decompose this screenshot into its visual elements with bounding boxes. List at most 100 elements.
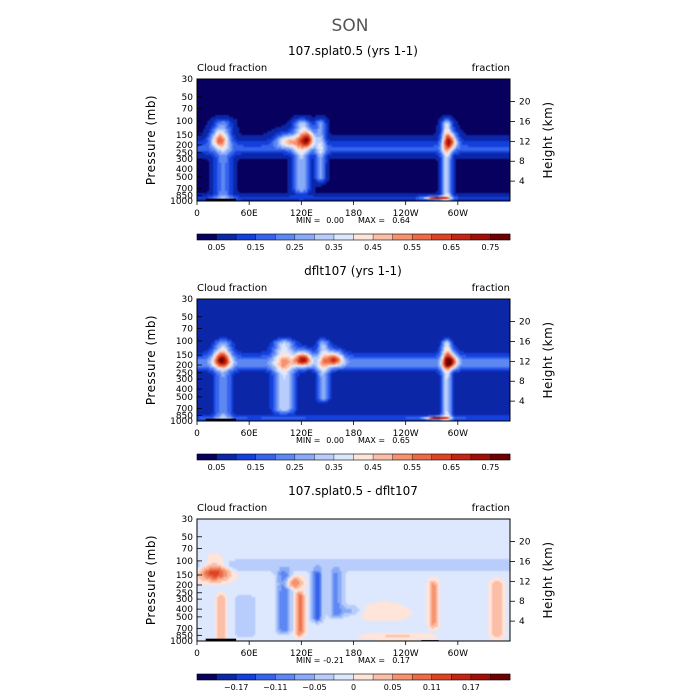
- y-tick-label: 1000: [170, 637, 193, 647]
- colorbar-label: 0.55: [403, 463, 421, 472]
- colorbar-label: 0.05: [384, 683, 402, 692]
- colorbar-segment: [451, 454, 472, 460]
- x-tick-label: 60E: [241, 209, 258, 219]
- colorbar-segment: [197, 674, 217, 680]
- x-tick-label: 60W: [448, 429, 468, 439]
- y-tick-label: 300: [176, 595, 193, 605]
- max-label: MAX =: [358, 216, 385, 225]
- height-tick-label: 8: [519, 377, 525, 387]
- min-value: 0.00: [326, 436, 344, 445]
- height-tick-label: 16: [519, 557, 531, 567]
- colorbar-label: 0.25: [286, 463, 304, 472]
- y-tick-label: 1000: [170, 417, 193, 427]
- y-tick-label: 300: [176, 155, 193, 165]
- colorbar-segment: [216, 674, 237, 680]
- colorbar-segment: [294, 454, 315, 460]
- x-tick-label: 120E: [290, 649, 313, 659]
- heatmap-field: [197, 79, 510, 201]
- colorbar-segment: [392, 234, 413, 240]
- right-corner-label: fraction: [472, 503, 510, 514]
- max-value: 0.64: [392, 216, 410, 225]
- y-tick-label: 850: [176, 191, 193, 201]
- y-tick-label: 50: [182, 93, 194, 103]
- y-tick-label: 70: [182, 544, 194, 554]
- figure-title: SON: [332, 16, 369, 36]
- right-axis-label: Height (km): [541, 322, 555, 399]
- y-tick-label: 100: [176, 117, 193, 127]
- y-tick-label: 700: [176, 405, 193, 415]
- y-axis-label: Pressure (mb): [144, 95, 158, 185]
- max-value: 0.65: [392, 436, 410, 445]
- height-tick-label: 16: [519, 117, 531, 127]
- colorbar-label: 0: [351, 683, 356, 692]
- colorbar-segment: [431, 234, 452, 240]
- x-tick-label: 0: [194, 209, 200, 219]
- colorbar-segment: [431, 454, 452, 460]
- y-tick-label: 70: [182, 324, 194, 334]
- colorbar-segment: [470, 674, 491, 680]
- colorbar-segment: [353, 454, 374, 460]
- height-tick-label: 12: [519, 577, 530, 587]
- y-tick-label: 850: [176, 631, 193, 641]
- height-tick-label: 8: [519, 157, 525, 167]
- colorbar-segment: [314, 454, 335, 460]
- colorbar-segment: [470, 454, 491, 460]
- y-tick-label: 500: [176, 173, 193, 183]
- min-label: MIN =: [296, 436, 321, 445]
- terrain-mask-1: [205, 638, 237, 641]
- y-tick-label: 700: [176, 625, 193, 635]
- height-tick-label: 4: [519, 177, 525, 187]
- height-tick-label: 12: [519, 357, 530, 367]
- y-tick-label: 250: [176, 589, 193, 599]
- min-label: MIN =: [296, 656, 321, 665]
- y-tick-label: 1000: [170, 197, 193, 207]
- colorbar-segment: [431, 674, 452, 680]
- colorbar-segment: [373, 234, 393, 240]
- y-tick-label: 500: [176, 613, 193, 623]
- colorbar-segment: [236, 454, 256, 460]
- x-tick-label: 0: [194, 649, 200, 659]
- max-value: 0.17: [392, 656, 410, 665]
- right-corner-label: fraction: [472, 63, 510, 74]
- x-tick-label: 60W: [448, 209, 468, 219]
- y-tick-label: 200: [176, 361, 193, 371]
- colorbar-segment: [294, 234, 315, 240]
- x-tick-label: 0: [194, 429, 200, 439]
- colorbar-segment: [412, 234, 433, 240]
- x-tick-label: 120E: [290, 429, 313, 439]
- x-tick-label: 180: [345, 209, 362, 219]
- heatmap-field: [197, 519, 510, 641]
- colorbar-segment: [294, 674, 315, 680]
- colorbar-segment: [333, 674, 354, 680]
- y-tick-label: 700: [176, 185, 193, 195]
- left-corner-label: Cloud fraction: [197, 283, 267, 294]
- panel-1: 107.splat0.5 (yrs 1-1) Cloud fraction frac…: [144, 44, 555, 252]
- height-tick-label: 20: [519, 98, 531, 108]
- y-tick-label: 300: [176, 375, 193, 385]
- height-tick-label: 8: [519, 597, 525, 607]
- y-tick-label: 250: [176, 369, 193, 379]
- colorbar-label: 0.15: [247, 243, 265, 252]
- colorbar-segment: [236, 674, 256, 680]
- colorbar-label: 0.45: [364, 243, 382, 252]
- colorbar-label: 0.25: [286, 243, 304, 252]
- colorbar-segment: [470, 234, 491, 240]
- colorbar-segment: [412, 674, 433, 680]
- terrain-mask-1: [205, 418, 237, 421]
- y-tick-label: 500: [176, 393, 193, 403]
- x-tick-label: 120E: [290, 209, 313, 219]
- x-tick-label: 60E: [241, 649, 258, 659]
- y-tick-label: 400: [176, 165, 193, 175]
- heatmap-field: [197, 299, 510, 421]
- height-tick-label: 4: [519, 617, 525, 627]
- height-tick-label: 20: [519, 318, 531, 328]
- y-tick-label: 70: [182, 104, 194, 114]
- colorbar-segment: [333, 454, 354, 460]
- colorbar-label: 0.65: [442, 463, 460, 472]
- x-tick-label: 60E: [241, 429, 258, 439]
- colorbar-segment: [216, 454, 237, 460]
- colorbar-label: −0.05: [302, 683, 327, 692]
- colorbar-segment: [275, 234, 296, 240]
- y-axis-label: Pressure (mb): [144, 535, 158, 625]
- panel-2: dflt107 (yrs 1-1) Cloud fraction fraction 3…: [144, 264, 555, 472]
